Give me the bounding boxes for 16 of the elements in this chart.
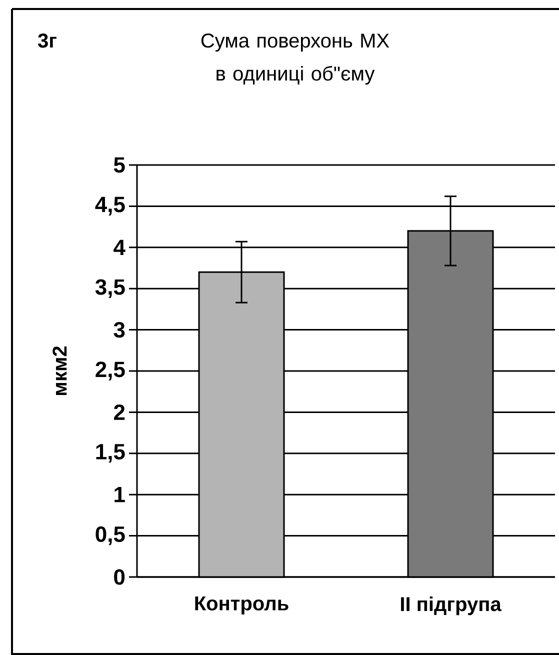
y-tick-label: 2,5	[96, 362, 125, 380]
y-tick-label: 1,5	[96, 444, 125, 463]
y-tick-label: 2	[114, 404, 125, 420]
y-tick-label: 0,5	[96, 526, 125, 546]
y-tick-label: 5	[114, 157, 125, 173]
y-axis-title: мкм2	[52, 346, 67, 395]
y-tick-label: 4	[114, 240, 126, 255]
y-tick-label: 3	[114, 322, 125, 338]
y-tick-label: 0	[114, 569, 125, 585]
text: 3г	[38, 34, 56, 48]
chart-title: Сума поверхонь МХ в одиниці об"єму	[201, 34, 390, 85]
y-tick-label: 3,5	[95, 279, 125, 298]
y-tick-label: 1	[114, 487, 125, 502]
x-tick-label: II підгрупа	[401, 596, 502, 616]
y-tick-label: 4,5	[95, 196, 125, 216]
x-tick-label: Контроль	[195, 596, 288, 614]
